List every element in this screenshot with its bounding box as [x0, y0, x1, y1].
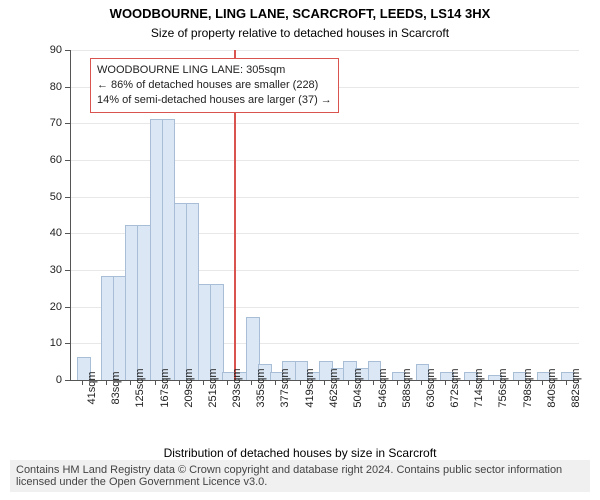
x-tick-mark: [542, 380, 543, 385]
x-tick-label: 840sqm: [546, 368, 558, 407]
y-tick-mark: [65, 233, 70, 234]
x-tick-mark: [251, 380, 252, 385]
y-tick-mark: [65, 307, 70, 308]
histogram-bar: [210, 284, 224, 380]
x-tick-mark: [445, 380, 446, 385]
x-tick-label: 798sqm: [522, 368, 534, 407]
x-tick-label: 672sqm: [449, 368, 461, 407]
y-tick-mark: [65, 123, 70, 124]
x-tick-label: 83sqm: [110, 371, 122, 404]
chart-title-line2: Size of property relative to detached ho…: [0, 26, 600, 40]
y-tick-mark: [65, 197, 70, 198]
y-tick-label: 0: [36, 374, 62, 386]
x-tick-label: 462sqm: [328, 368, 340, 407]
x-tick-mark: [324, 380, 325, 385]
x-tick-label: 882sqm: [570, 368, 582, 407]
x-tick-label: 419sqm: [304, 368, 316, 407]
x-tick-mark: [155, 380, 156, 385]
property-info-box: WOODBOURNE LING LANE: 305sqm ← 86% of de…: [90, 58, 339, 113]
y-tick-label: 30: [36, 264, 62, 276]
y-tick-label: 90: [36, 44, 62, 56]
y-gridline: [71, 160, 579, 161]
y-tick-label: 80: [36, 81, 62, 93]
x-tick-mark: [275, 380, 276, 385]
y-tick-mark: [65, 50, 70, 51]
x-tick-label: 714sqm: [473, 368, 485, 407]
y-tick-mark: [65, 87, 70, 88]
y-gridline: [71, 123, 579, 124]
x-axis-label: Distribution of detached houses by size …: [0, 446, 600, 460]
y-tick-mark: [65, 380, 70, 381]
x-tick-label: 293sqm: [231, 368, 243, 407]
licence-footnote: Contains HM Land Registry data © Crown c…: [10, 460, 590, 492]
x-tick-label: 630sqm: [425, 368, 437, 407]
x-tick-mark: [179, 380, 180, 385]
x-tick-mark: [227, 380, 228, 385]
x-tick-mark: [82, 380, 83, 385]
x-tick-mark: [566, 380, 567, 385]
y-tick-label: 50: [36, 191, 62, 203]
y-tick-mark: [65, 160, 70, 161]
info-box-line2: ← 86% of detached houses are smaller (22…: [97, 78, 332, 93]
y-gridline: [71, 197, 579, 198]
y-tick-label: 20: [36, 301, 62, 313]
x-tick-label: 41sqm: [86, 371, 98, 404]
x-tick-label: 546sqm: [377, 368, 389, 407]
x-tick-mark: [130, 380, 131, 385]
x-tick-label: 588sqm: [401, 368, 413, 407]
x-tick-label: 504sqm: [352, 368, 364, 407]
x-tick-label: 335sqm: [255, 368, 267, 407]
x-tick-mark: [421, 380, 422, 385]
y-tick-mark: [65, 270, 70, 271]
x-tick-label: 377sqm: [279, 368, 291, 407]
x-tick-mark: [106, 380, 107, 385]
x-tick-mark: [469, 380, 470, 385]
x-tick-label: 756sqm: [497, 368, 509, 407]
x-tick-mark: [518, 380, 519, 385]
x-tick-mark: [373, 380, 374, 385]
x-tick-mark: [203, 380, 204, 385]
x-tick-mark: [493, 380, 494, 385]
info-box-line1: WOODBOURNE LING LANE: 305sqm: [97, 63, 332, 78]
y-tick-label: 70: [36, 117, 62, 129]
y-tick-label: 60: [36, 154, 62, 166]
x-tick-mark: [397, 380, 398, 385]
y-tick-label: 10: [36, 337, 62, 349]
x-tick-label: 251sqm: [207, 368, 219, 407]
x-tick-label: 125sqm: [134, 368, 146, 407]
info-box-line3: 14% of semi-detached houses are larger (…: [97, 93, 332, 108]
y-gridline: [71, 50, 579, 51]
x-tick-mark: [348, 380, 349, 385]
x-tick-mark: [300, 380, 301, 385]
chart-title-line1: WOODBOURNE, LING LANE, SCARCROFT, LEEDS,…: [0, 6, 600, 21]
y-tick-label: 40: [36, 227, 62, 239]
y-tick-mark: [65, 343, 70, 344]
x-tick-label: 167sqm: [159, 368, 171, 407]
figure-root: WOODBOURNE, LING LANE, SCARCROFT, LEEDS,…: [0, 0, 600, 500]
x-tick-label: 209sqm: [183, 368, 195, 407]
